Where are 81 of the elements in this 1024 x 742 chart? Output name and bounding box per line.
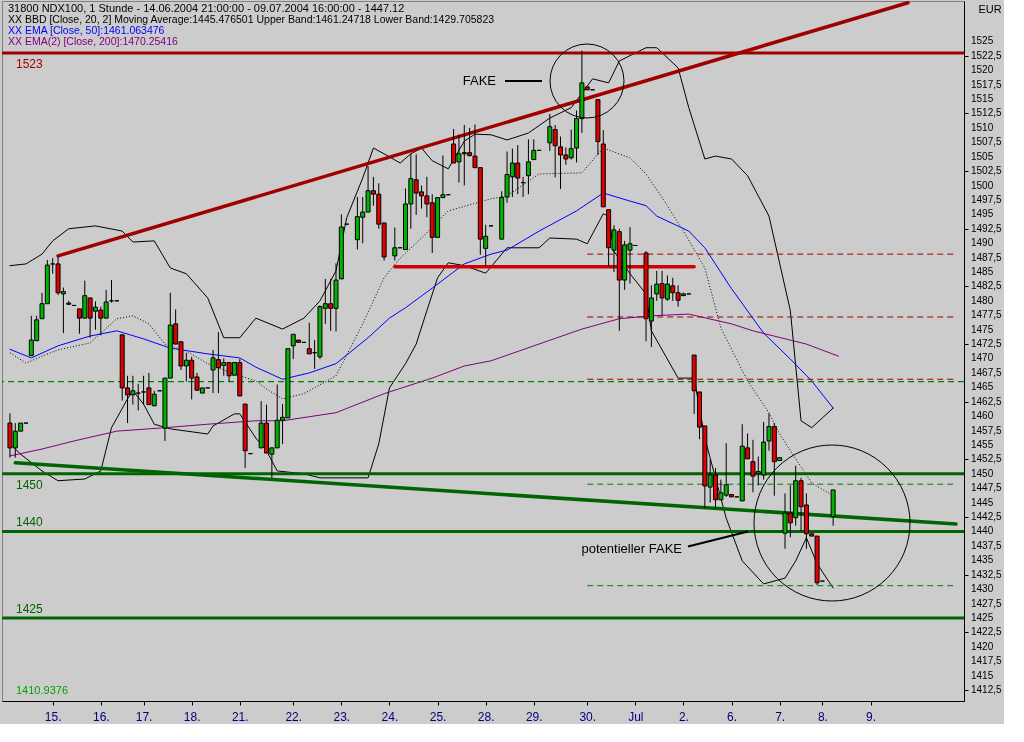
- x-tick-label: 18.: [183, 709, 201, 724]
- ref-line-label: 1450: [16, 477, 44, 492]
- y-tick-label: 1422,5: [971, 626, 1003, 638]
- y-tick-label: 1525: [971, 35, 994, 47]
- y-tick-label: 1442,5: [971, 511, 1003, 523]
- line-series: [9, 313, 839, 457]
- y-tick-label: 1457,5: [971, 424, 1003, 436]
- y-tick-label: 1492,5: [971, 222, 1003, 234]
- y-tick-label: 1430: [971, 583, 994, 595]
- y-tick-label: 1512,5: [971, 107, 1003, 119]
- annotation: potentieller FAKE: [581, 541, 683, 557]
- y-tick-label: 1450: [971, 467, 994, 479]
- y-tick-label: 1415: [971, 669, 994, 681]
- y-tick-label: 1472,5: [971, 338, 1003, 350]
- annotation: FAKE: [462, 73, 497, 88]
- y-tick-label: 1420: [971, 640, 994, 652]
- x-tick-label: 29.: [525, 709, 543, 724]
- text: XX EMA [Close, 50]:1461.063476: [8, 24, 165, 36]
- y-tick-label: 1505: [971, 150, 994, 162]
- y-tick-label: 1452,5: [971, 453, 1003, 465]
- y-tick-label: 1487,5: [971, 251, 1003, 263]
- y-tick-label: 1467,5: [971, 366, 1003, 378]
- y-tick-label: 1462,5: [971, 395, 1003, 407]
- x-tick-label: 9.: [866, 709, 877, 724]
- text: XX EMA(2) [Close, 200]:1470.25416: [8, 35, 179, 47]
- y-tick-label: 1447,5: [971, 482, 1003, 494]
- y-tick-label: 1522,5: [971, 49, 1003, 61]
- y-tick-label: 1475: [971, 323, 994, 335]
- y-tick-label: 1515: [971, 93, 994, 105]
- ref-line-label: 1440: [16, 515, 44, 530]
- text: XX BBD [Close, 20, 2] Moving Average:1445.476501 Upper Band:1461.24718 Lower Band:1429.705823: [8, 13, 495, 25]
- x-tick-label: 30.: [579, 709, 597, 724]
- ref-line-label: 1523: [16, 56, 44, 71]
- x-tick-label: 25.: [429, 709, 447, 724]
- y-tick-label: 1485: [971, 266, 994, 277]
- candlestick: [392, 227, 398, 261]
- y-tick-label: 1480: [971, 294, 994, 306]
- x-tick-label: 17.: [135, 709, 153, 724]
- x-tick-label: 16.: [92, 709, 110, 724]
- x-tick-label: 22.: [285, 709, 303, 724]
- x-tick-label: 24.: [381, 709, 399, 724]
- x-tick-label: Jul: [628, 709, 644, 724]
- y-tick-label: 1427,5: [971, 597, 1003, 609]
- x-tick-label: 21.: [231, 709, 249, 724]
- y-tick-label: 1517,5: [971, 78, 1003, 90]
- y-tick-label: 1432,5: [971, 568, 1003, 580]
- x-tick-label: 2.: [678, 709, 689, 724]
- x-tick-label: 7.: [775, 709, 786, 724]
- y-tick-label: 1500: [971, 179, 994, 191]
- y-tick-label: 1482,5: [971, 280, 1003, 292]
- y-tick-label: 1460: [971, 410, 994, 422]
- line-series: [9, 47, 834, 429]
- y-tick-label: 1507,5: [971, 136, 1003, 148]
- y-tick-label: 1495: [971, 208, 994, 220]
- y-tick-label: 1425: [971, 611, 994, 623]
- y-tick-label: 1440: [971, 525, 994, 537]
- annotation: 1410.9376: [16, 684, 68, 696]
- y-tick-label: 1497,5: [971, 193, 1003, 205]
- y-tick-label: 1455: [971, 438, 994, 450]
- y-tick-label: 1465: [971, 381, 994, 393]
- y-tick-label: 1445: [971, 496, 994, 508]
- x-tick-label: 23.: [333, 709, 351, 724]
- candlestick: [531, 138, 537, 161]
- y-tick-label: 1470: [971, 352, 994, 364]
- y-tick-label: 1477,5: [971, 309, 1003, 321]
- x-tick-label: 28.: [477, 709, 495, 724]
- x-tick-label: 15.: [44, 709, 62, 724]
- y-tick-label: 1417,5: [971, 655, 1003, 667]
- y-tick-label: 1510: [971, 121, 994, 133]
- ref-line-label: 1425: [16, 601, 44, 616]
- y-tick-label: 1502,5: [971, 165, 1003, 177]
- y-tick-label: 1520: [971, 64, 994, 76]
- text: EUR: [978, 3, 1002, 15]
- y-tick-label: 1435: [971, 554, 994, 566]
- chart-title: 31800 NDX100, 1 Stunde - 14.06.2004 21:00:00 - 09.07.2004 16:00:00 - 1447.12: [8, 2, 405, 14]
- x-tick-label: 8.: [817, 709, 828, 724]
- y-tick-label: 1412,5: [971, 684, 1003, 696]
- y-tick-label: 1437,5: [971, 539, 1003, 551]
- x-tick-label: 6.: [727, 709, 738, 724]
- line-series: [9, 192, 834, 409]
- y-tick-label: 1490: [971, 237, 994, 249]
